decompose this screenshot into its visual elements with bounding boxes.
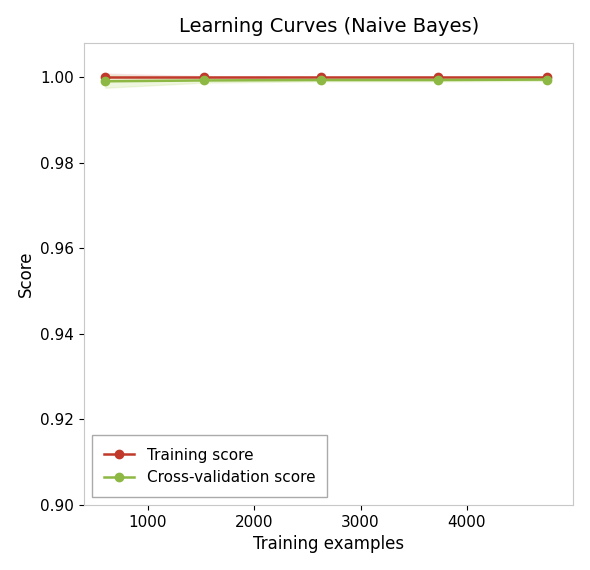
Cross-validation score bbox=[200, 77, 207, 84]
Cross-validation score bbox=[101, 78, 109, 85]
Y-axis label: Score: Score bbox=[17, 251, 35, 297]
Title: Learning Curves (Naive Bayes): Learning Curves (Naive Bayes) bbox=[179, 17, 478, 36]
Cross-validation score bbox=[543, 76, 550, 83]
Line: Training score: Training score bbox=[101, 73, 551, 81]
Training score bbox=[317, 74, 324, 80]
Cross-validation score bbox=[434, 76, 441, 83]
Training score bbox=[543, 74, 550, 80]
Line: Cross-validation score: Cross-validation score bbox=[101, 75, 551, 86]
Training score bbox=[200, 74, 207, 80]
X-axis label: Training examples: Training examples bbox=[253, 535, 404, 553]
Legend: Training score, Cross-validation score: Training score, Cross-validation score bbox=[91, 435, 327, 498]
Cross-validation score bbox=[317, 76, 324, 83]
Training score bbox=[101, 74, 109, 80]
Training score bbox=[434, 74, 441, 80]
